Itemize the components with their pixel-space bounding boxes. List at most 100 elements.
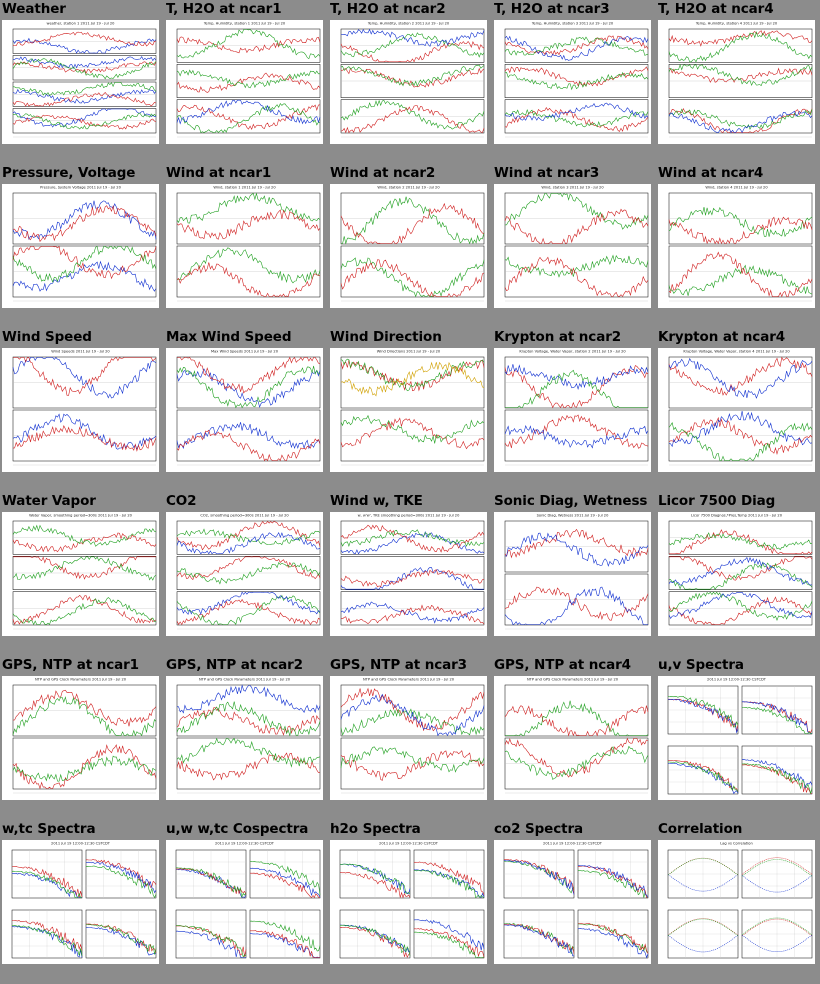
plot-thumbnail-image: Wind, station 3 2011 Jul 19 - Jul 20	[504, 186, 649, 302]
plot-thumbnail-link[interactable]: Temp, Humidity, station 1 2011 Jul 19 - …	[166, 20, 323, 144]
plot-thumbnail-image: Temp, Humidity, station 1 2011 Jul 19 - …	[176, 22, 321, 138]
plot-thumbnail-image: Lag vs Correlation	[667, 842, 813, 959]
plot-subtitle: Krypton Voltage, Water Vapor, station 4 …	[683, 350, 790, 354]
plot-thumbnail-link[interactable]: Wind, station 3 2011 Jul 19 - Jul 20	[494, 184, 651, 308]
plot-cell-wind-speed: Wind Speed Wind Speeds 2011 Jul 19 - Jul …	[0, 328, 164, 492]
plot-subtitle: Sonic Diag, Wetness 2011 Jul 19 - Jul 20	[537, 514, 609, 518]
plot-thumbnail-image: CO2, smoothing period=300s 2011 Jul 19 -…	[176, 514, 321, 630]
plot-subtitle: Licor 7500 Diagnos,*Pres,Temp 2011 Jul 1…	[691, 514, 783, 518]
plot-title: Weather	[2, 1, 66, 17]
plot-title: T, H2O at ncar1	[166, 1, 282, 17]
plot-thumbnail-link[interactable]: Wind, station 2 2011 Jul 19 - Jul 20	[330, 184, 487, 308]
plot-thumbnail-image: 2011 Jul 19 12:00-12:30 CSTCDT	[175, 842, 321, 959]
plot-title: Wind Speed	[2, 329, 92, 345]
plot-title: Water Vapor	[2, 493, 96, 509]
plot-cell-w-tc-spectra: w,tc Spectra 2011 Jul 19 12:00-12:30 CSTC…	[0, 820, 164, 984]
plot-title: Wind at ncar2	[330, 165, 436, 181]
plot-thumbnail-link[interactable]: Sonic Diag, Wetness 2011 Jul 19 - Jul 20	[494, 512, 651, 636]
plot-thumbnail-link[interactable]: weather, station 1 2011 Jul 19 - Jul 20	[2, 20, 159, 144]
plot-cell-licor-7500-diag: Licor 7500 Diag Licor 7500 Diagnos,*Pres,…	[656, 492, 820, 656]
plot-thumbnail-image: Wind, station 1 2011 Jul 19 - Jul 20	[176, 186, 321, 302]
plot-title: GPS, NTP at ncar3	[330, 657, 467, 673]
plot-cell-gps-ntp-at-ncar4: GPS, NTP at ncar4 NTP and GPS Clock Param…	[492, 656, 656, 820]
plot-subtitle: Temp, Humidity, station 1 2011 Jul 19 - …	[203, 22, 286, 26]
plot-thumbnail-link[interactable]: Licor 7500 Diagnos,*Pres,Temp 2011 Jul 1…	[658, 512, 815, 636]
plot-title: Licor 7500 Diag	[658, 493, 776, 509]
plot-thumbnail-link[interactable]: NTP and GPS Clock Parameters 2011 Jul 19…	[494, 676, 651, 800]
plot-title: u,w w,tc Cospectra	[166, 821, 309, 837]
plot-subtitle: Wind Directions 2011 Jul 19 - Jul 20	[377, 350, 441, 354]
plot-title: Krypton at ncar4	[658, 329, 786, 345]
plot-thumbnail-link[interactable]: Pressure, System Voltage 2011 Jul 19 - J…	[2, 184, 159, 308]
plot-subtitle: Temp, Humidity, station 3 2011 Jul 19 - …	[531, 22, 614, 26]
plot-cell-wind-at-ncar2: Wind at ncar2 Wind, station 2 2011 Jul 19…	[328, 164, 492, 328]
plot-title: T, H2O at ncar4	[658, 1, 774, 17]
plot-thumbnail-image: NTP and GPS Clock Parameters 2011 Jul 19…	[340, 678, 485, 794]
plot-thumbnail-image: Water Vapor, smoothing period=300s 2011 …	[12, 514, 157, 630]
plot-thumbnail-image: Max Wind Speeds 2011 Jul 19 - Jul 20	[176, 350, 321, 466]
plot-title: Krypton at ncar2	[494, 329, 622, 345]
plot-thumbnail-link[interactable]: Lag vs Correlation	[658, 840, 815, 964]
plot-thumbnail-image: 2011 Jul 19 12:00-12:30 CSTCDT	[503, 842, 649, 959]
plot-thumbnail-link[interactable]: Temp, Humidity, station 2 2011 Jul 19 - …	[330, 20, 487, 144]
plot-thumbnail-link[interactable]: Krypton Voltage, Water Vapor, station 2 …	[494, 348, 651, 472]
plot-subtitle: Wind, station 4 2011 Jul 19 - Jul 20	[705, 186, 768, 190]
plot-subtitle: 2011 Jul 19 12:00-12:30 CSTCDT	[543, 842, 603, 846]
plot-subtitle: Temp, Humidity, station 4 2011 Jul 19 - …	[695, 22, 778, 26]
plot-subtitle: NTP and GPS Clock Parameters 2011 Jul 19…	[527, 678, 619, 682]
plot-title: Wind w, TKE	[330, 493, 423, 509]
plot-thumbnail-link[interactable]: Temp, Humidity, station 4 2011 Jul 19 - …	[658, 20, 815, 144]
plot-title: Wind at ncar4	[658, 165, 764, 181]
plot-subtitle: Lag vs Correlation	[720, 842, 753, 846]
plot-thumbnail-link[interactable]: 2011 Jul 19 12:00-12:30 CSTCDT	[658, 676, 815, 800]
plot-thumbnail-link[interactable]: 2011 Jul 19 12:00-12:30 CSTCDT	[494, 840, 651, 964]
plot-title: GPS, NTP at ncar2	[166, 657, 303, 673]
plot-thumbnail-link[interactable]: w, w'w', TKE smoothing period=300s 2011 …	[330, 512, 487, 636]
plot-subtitle: Temp, Humidity, station 2 2011 Jul 19 - …	[367, 22, 450, 26]
plot-title: GPS, NTP at ncar4	[494, 657, 631, 673]
plot-subtitle: NTP and GPS Clock Parameters 2011 Jul 19…	[199, 678, 291, 682]
plot-thumbnail-image: Sonic Diag, Wetness 2011 Jul 19 - Jul 20	[504, 514, 649, 630]
plot-cell-sonic-diag-wetness: Sonic Diag, Wetness Sonic Diag, Wetness 2…	[492, 492, 656, 656]
plot-cell-wind-direction: Wind Direction Wind Directions 2011 Jul 1…	[328, 328, 492, 492]
plot-thumbnail-link[interactable]: Water Vapor, smoothing period=300s 2011 …	[2, 512, 159, 636]
plot-thumbnail-link[interactable]: NTP and GPS Clock Parameters 2011 Jul 19…	[330, 676, 487, 800]
plot-cell-weather: Weather weather, station 1 2011 Jul 19 - …	[0, 0, 164, 164]
plot-subtitle: Wind, station 3 2011 Jul 19 - Jul 20	[541, 186, 604, 190]
plot-thumbnail-link[interactable]: Temp, Humidity, station 3 2011 Jul 19 - …	[494, 20, 651, 144]
plot-thumbnail-image: Temp, Humidity, station 4 2011 Jul 19 - …	[668, 22, 813, 138]
plot-cell-correlation: Correlation Lag vs Correlation	[656, 820, 820, 984]
plot-thumbnail-link[interactable]: Wind Directions 2011 Jul 19 - Jul 20	[330, 348, 487, 472]
plot-thumbnail-link[interactable]: 2011 Jul 19 12:00-12:30 CSTCDT	[2, 840, 159, 964]
plot-subtitle: Pressure, System Voltage 2011 Jul 19 - J…	[40, 186, 121, 190]
plot-thumbnail-image: weather, station 1 2011 Jul 19 - Jul 20	[12, 22, 157, 138]
plot-thumbnail-link[interactable]: Wind, station 4 2011 Jul 19 - Jul 20	[658, 184, 815, 308]
plot-thumbnail-link[interactable]: Wind, station 1 2011 Jul 19 - Jul 20	[166, 184, 323, 308]
plot-thumbnail-image: Wind, station 2 2011 Jul 19 - Jul 20	[340, 186, 485, 302]
plot-title: Max Wind Speed	[166, 329, 292, 345]
plot-subtitle: 2011 Jul 19 12:00-12:30 CSTCDT	[379, 842, 439, 846]
plot-thumbnail-link[interactable]: Max Wind Speeds 2011 Jul 19 - Jul 20	[166, 348, 323, 472]
plot-cell-co2-spectra: co2 Spectra 2011 Jul 19 12:00-12:30 CSTCD…	[492, 820, 656, 984]
plot-thumbnail-link[interactable]: NTP and GPS Clock Parameters 2011 Jul 19…	[166, 676, 323, 800]
plot-thumbnail-link[interactable]: NTP and GPS Clock Parameters 2011 Jul 19…	[2, 676, 159, 800]
plot-thumbnail-image: Temp, Humidity, station 2 2011 Jul 19 - …	[340, 22, 485, 138]
plot-thumbnail-link[interactable]: 2011 Jul 19 12:00-12:30 CSTCDT	[330, 840, 487, 964]
plot-thumbnail-image: Wind Speeds 2011 Jul 19 - Jul 20	[12, 350, 157, 466]
plot-subtitle: CO2, smoothing period=300s 2011 Jul 19 -…	[200, 514, 289, 518]
plot-cell-krypton-at-ncar2: Krypton at ncar2 Krypton Voltage, Water V…	[492, 328, 656, 492]
plot-subtitle: Wind, station 1 2011 Jul 19 - Jul 20	[213, 186, 276, 190]
plot-thumbnail-link[interactable]: CO2, smoothing period=300s 2011 Jul 19 -…	[166, 512, 323, 636]
plot-cell-max-wind-speed: Max Wind Speed Max Wind Speeds 2011 Jul 1…	[164, 328, 328, 492]
plot-thumbnail-image: NTP and GPS Clock Parameters 2011 Jul 19…	[176, 678, 321, 794]
plot-subtitle: 2011 Jul 19 12:00-12:30 CSTCDT	[707, 678, 767, 682]
plot-title: T, H2O at ncar3	[494, 1, 610, 17]
plot-thumbnail-link[interactable]: Wind Speeds 2011 Jul 19 - Jul 20	[2, 348, 159, 472]
plot-cell-pressure-voltage: Pressure, Voltage Pressure, System Voltag…	[0, 164, 164, 328]
plot-title: Wind at ncar3	[494, 165, 600, 181]
plot-thumbnail-image: 2011 Jul 19 12:00-12:30 CSTCDT	[339, 842, 485, 959]
plot-thumbnail-link[interactable]: 2011 Jul 19 12:00-12:30 CSTCDT	[166, 840, 323, 964]
plot-cell-gps-ntp-at-ncar2: GPS, NTP at ncar2 NTP and GPS Clock Param…	[164, 656, 328, 820]
plot-thumbnail-link[interactable]: Krypton Voltage, Water Vapor, station 4 …	[658, 348, 815, 472]
